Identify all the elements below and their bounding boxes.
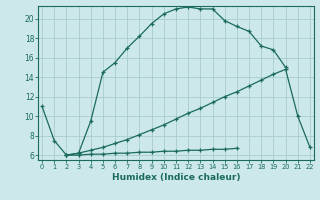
X-axis label: Humidex (Indice chaleur): Humidex (Indice chaleur) bbox=[112, 173, 240, 182]
